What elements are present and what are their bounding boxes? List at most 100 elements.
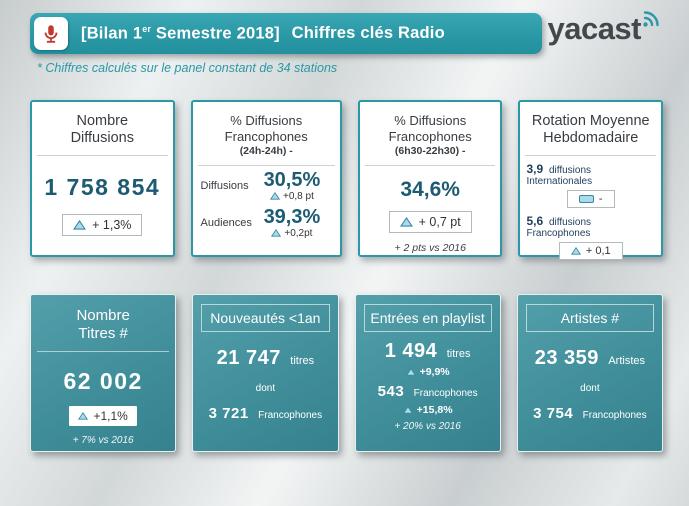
delta-value: + 1,3% bbox=[92, 217, 132, 232]
francophones-count: 543 bbox=[377, 383, 405, 400]
triangle-up-icon bbox=[270, 192, 280, 200]
daytime-share: 34,6% bbox=[400, 177, 460, 201]
card-title: Artistes # bbox=[525, 304, 654, 332]
nouveautes-value-row: 21 747 titres bbox=[199, 347, 331, 370]
yacast-logo: yacast bbox=[547, 11, 663, 44]
title-superscript: er bbox=[142, 23, 152, 34]
francophones-label: Francophones bbox=[413, 388, 478, 399]
stat-row-audiences: Audiences 39,3% +0,2pt bbox=[198, 206, 335, 240]
triangle-up-icon bbox=[571, 247, 581, 255]
card-title-line: Francophones bbox=[224, 128, 308, 144]
playlist-count: 1 494 bbox=[384, 340, 438, 362]
card-title-timeband: (24h-24h) - bbox=[239, 145, 293, 158]
card-francophones-24h: % Diffusions Francophones (24h-24h) - Di… bbox=[190, 100, 342, 257]
title-bold: Chiffres clés Radio bbox=[291, 24, 445, 43]
delta-value: + 0,1 bbox=[585, 244, 611, 257]
card-rotation-moyenne: Rotation Moyenne Hebdomadaire 3,9 diffus… bbox=[518, 100, 664, 260]
stat-value-group: 39,3% +0,2pt bbox=[252, 205, 332, 239]
diffusions-delta-badge: + 1,3% bbox=[62, 213, 143, 236]
dont-label: dont bbox=[580, 383, 600, 394]
card-francophones-daytime: % Diffusions Francophones (6h30-22h30) -… bbox=[357, 100, 503, 257]
rotation-value: 3,9 bbox=[526, 161, 544, 176]
playlist-unit: titres bbox=[446, 348, 471, 360]
artistes-francophones-row: 3 754 Francophones bbox=[524, 405, 656, 423]
nouveautes-francophones-row: 3 721 Francophones bbox=[199, 405, 331, 423]
stat-value: 30,5% bbox=[263, 168, 321, 191]
nouveautes-count: 21 747 bbox=[216, 347, 281, 369]
rotation-up-badge: + 0,1 bbox=[558, 241, 623, 260]
stat-label: Diffusions bbox=[200, 179, 249, 192]
playlist-francophones-delta: +15,8% bbox=[362, 404, 494, 416]
stat-value-group: 30,5% +0,8 pt bbox=[252, 168, 332, 202]
artistes-count: 23 359 bbox=[534, 347, 599, 369]
stat-value: 39,3% bbox=[263, 205, 321, 228]
rotation-value: 5,6 bbox=[526, 213, 544, 228]
playlist-francophones-row: 543 Francophones bbox=[362, 383, 494, 401]
vs-2016-note: + 2 pts vs 2016 bbox=[394, 241, 466, 254]
card-title-line: Titres # bbox=[78, 325, 128, 342]
card-title: Rotation Moyenne Hebdomadaire bbox=[525, 106, 657, 156]
dash-icon bbox=[578, 194, 594, 203]
stat-label: Audiences bbox=[200, 216, 252, 229]
card-nombre-diffusions: Nombre Diffusions 1 758 854 + 1,3% bbox=[30, 100, 175, 257]
francophones-label: Francophones bbox=[582, 410, 647, 421]
francophones-label: Francophones bbox=[258, 410, 323, 421]
card-nombre-titres: Nombre Titres # 62 002 +1,1% + 7% vs 201… bbox=[30, 294, 177, 452]
titres-count: 62 002 bbox=[63, 368, 143, 394]
title-prefix: [Bilan 1 bbox=[81, 24, 143, 43]
title-mid: Semestre 2018] bbox=[151, 24, 280, 43]
rotation-francophones: 5,6 diffusions Francophones bbox=[525, 208, 656, 240]
daytime-delta-badge: + 0,7 pt bbox=[388, 210, 472, 233]
card-title-line: Rotation Moyenne bbox=[531, 113, 650, 129]
stat-delta: +0,8 pt bbox=[270, 191, 314, 202]
signal-waves-icon bbox=[643, 11, 659, 27]
delta-value: + 0,7 pt bbox=[418, 214, 461, 229]
stat-delta: +0,2pt bbox=[271, 228, 312, 239]
rotation-flat-badge: - bbox=[566, 189, 615, 208]
triangle-up-icon bbox=[403, 406, 413, 414]
francophones-count: 3 721 bbox=[208, 405, 249, 422]
artistes-unit: Artistes bbox=[608, 355, 646, 367]
triangle-up-icon bbox=[271, 229, 281, 237]
nouveautes-unit: titres bbox=[290, 355, 315, 367]
card-title-line: Francophones bbox=[388, 128, 472, 144]
card-title: % Diffusions Francophones (24h-24h) - bbox=[197, 106, 335, 166]
vs-2016-note: + 20% vs 2016 bbox=[394, 421, 461, 432]
card-title-line: Nombre bbox=[76, 307, 130, 324]
delta-value: - bbox=[598, 192, 603, 205]
card-title: Nombre Diffusions bbox=[37, 106, 168, 156]
card-title-line: Diffusions bbox=[70, 130, 134, 147]
card-title-line: % Diffusions bbox=[394, 113, 467, 128]
header-bar: [Bilan 1er Semestre 2018] Chiffres clés … bbox=[30, 13, 542, 54]
card-title-line: Nombre bbox=[76, 113, 129, 129]
triangle-up-icon bbox=[400, 217, 413, 227]
page-title: [Bilan 1er Semestre 2018] Chiffres clés … bbox=[81, 24, 445, 44]
delta-value: +15,8% bbox=[416, 404, 453, 416]
microphone-icon bbox=[34, 17, 68, 50]
card-title: % Diffusions Francophones (6h30-22h30) - bbox=[364, 106, 496, 166]
playlist-value-row: 1 494 titres bbox=[362, 340, 494, 363]
delta-value: +9,9% bbox=[419, 366, 450, 378]
card-title-line: % Diffusions bbox=[230, 113, 303, 128]
card-artistes: Artistes # 23 359 Artistes dont 3 754 Fr… bbox=[516, 294, 663, 452]
top-cards-row: Nombre Diffusions 1 758 854 + 1,3% % Dif… bbox=[30, 100, 664, 260]
titres-delta-badge: +1,1% bbox=[69, 406, 137, 426]
triangle-up-icon bbox=[406, 368, 416, 376]
playlist-delta: +9,9% bbox=[362, 366, 494, 378]
card-title-line: Hebdomadaire bbox=[543, 130, 639, 147]
artistes-value-row: 23 359 Artistes bbox=[524, 347, 656, 370]
bottom-cards-row: Nombre Titres # 62 002 +1,1% + 7% vs 201… bbox=[30, 294, 663, 452]
card-title-timeband: (6h30-22h30) - bbox=[394, 145, 466, 158]
card-title: Nouveautés <1an bbox=[201, 304, 330, 332]
card-entrees-playlist: Entrées en playlist 1 494 titres +9,9% 5… bbox=[354, 294, 501, 452]
delta-value: +0,8 pt bbox=[282, 190, 314, 202]
card-title: Entrées en playlist bbox=[363, 304, 492, 332]
triangle-up-icon bbox=[78, 412, 88, 420]
rotation-label: diffusions Internationales bbox=[526, 164, 593, 187]
delta-value: +1,1% bbox=[93, 409, 128, 423]
francophones-count: 3 754 bbox=[533, 405, 574, 422]
dont-label: dont bbox=[255, 383, 276, 394]
rotation-internationales: 3,9 diffusions Internationales bbox=[525, 156, 656, 188]
panel-note: * Chiffres calculés sur le panel constan… bbox=[37, 61, 338, 75]
